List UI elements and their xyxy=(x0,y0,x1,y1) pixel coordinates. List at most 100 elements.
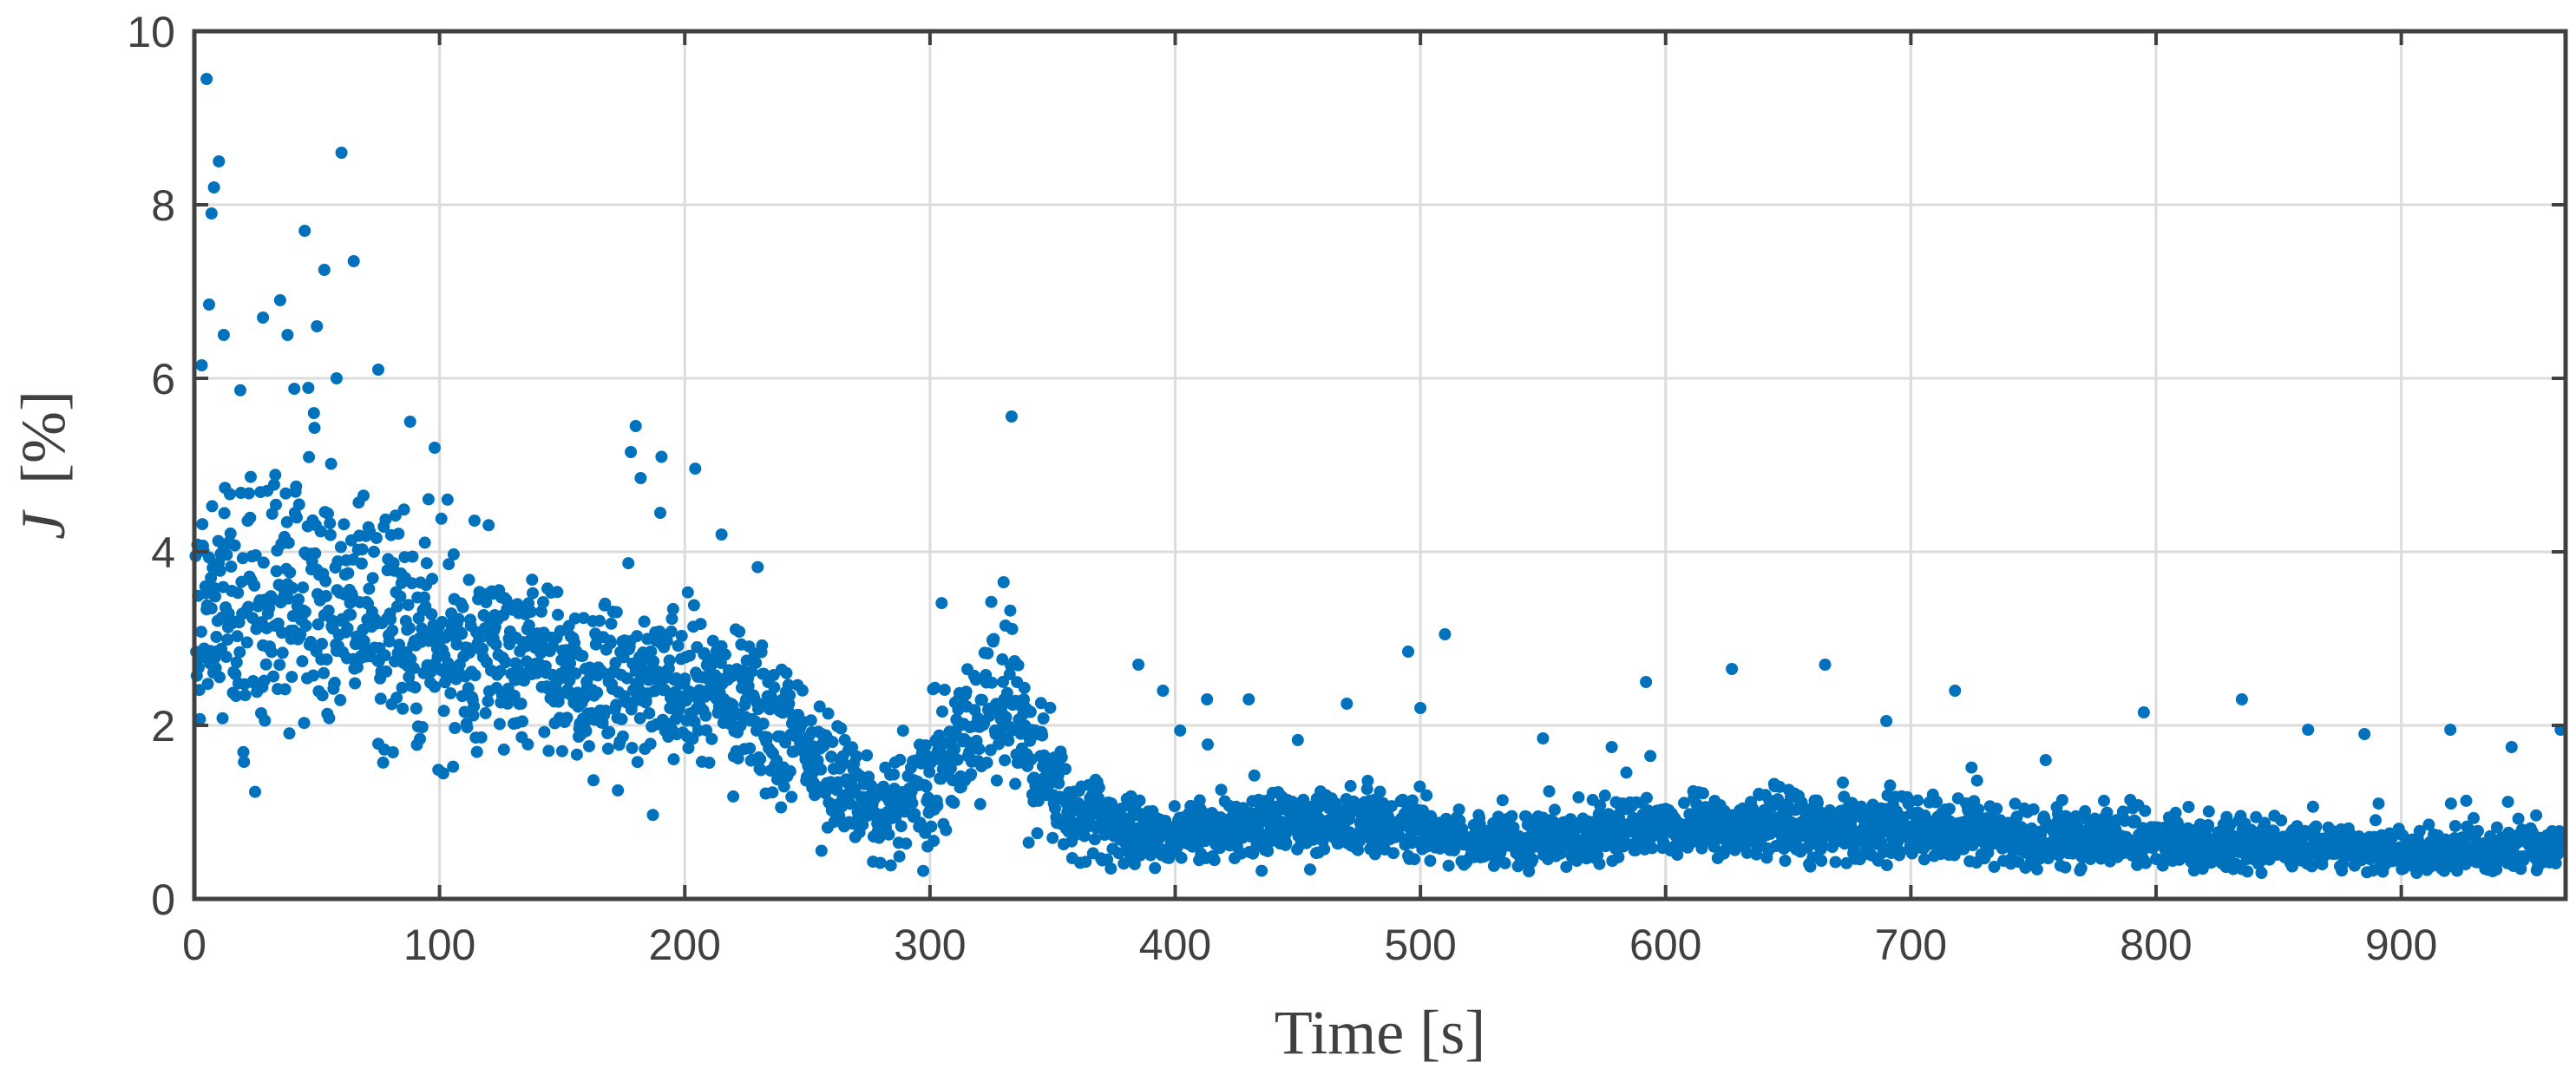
data-point xyxy=(625,446,638,458)
data-point xyxy=(665,613,678,626)
data-point xyxy=(975,693,988,706)
data-point xyxy=(290,480,303,493)
data-point xyxy=(1005,410,1018,423)
data-point xyxy=(552,695,565,708)
data-point xyxy=(689,462,702,475)
data-point xyxy=(620,672,633,685)
data-point xyxy=(534,605,547,618)
x-tick-label: 200 xyxy=(649,921,721,969)
data-point xyxy=(447,760,460,773)
data-point xyxy=(947,797,960,810)
data-point xyxy=(687,599,700,612)
data-point xyxy=(270,565,283,578)
data-point xyxy=(501,697,515,710)
data-point xyxy=(403,621,416,634)
data-point xyxy=(1773,780,1786,793)
data-point xyxy=(1740,846,1753,859)
data-point xyxy=(599,597,612,610)
data-point xyxy=(1949,685,1962,697)
data-point xyxy=(2009,797,2022,810)
data-point xyxy=(324,457,338,470)
data-point xyxy=(229,668,242,681)
data-point xyxy=(406,550,419,563)
data-point xyxy=(1930,795,1943,808)
data-point xyxy=(740,654,753,667)
data-point xyxy=(324,528,337,541)
y-axis-title: J [%] xyxy=(9,390,78,540)
data-point xyxy=(2039,754,2052,766)
data-point xyxy=(1157,685,1170,697)
data-point xyxy=(682,742,695,755)
data-point xyxy=(1678,797,1690,810)
data-point xyxy=(217,329,230,341)
data-point xyxy=(1248,769,1261,782)
data-point xyxy=(1184,799,1197,812)
data-point xyxy=(626,742,639,754)
data-point xyxy=(527,587,539,600)
data-point xyxy=(605,617,618,630)
data-point xyxy=(298,717,311,730)
data-point xyxy=(418,536,431,549)
data-point xyxy=(319,574,332,587)
data-point xyxy=(1498,856,1511,869)
data-point xyxy=(1612,850,1625,863)
data-point xyxy=(646,809,659,822)
data-point xyxy=(234,384,246,397)
data-point xyxy=(699,709,712,722)
data-point xyxy=(1779,855,1792,867)
data-point xyxy=(356,543,369,556)
data-point xyxy=(380,665,393,678)
data-point xyxy=(1344,779,1357,792)
data-point xyxy=(437,705,450,718)
data-point xyxy=(631,630,644,643)
data-point xyxy=(1884,779,1897,792)
data-point xyxy=(751,561,764,574)
data-point xyxy=(923,765,936,778)
data-point xyxy=(279,683,292,696)
data-point xyxy=(1543,785,1556,797)
data-point xyxy=(733,626,746,638)
data-point xyxy=(524,606,537,618)
data-point xyxy=(583,740,595,752)
data-point xyxy=(320,653,333,666)
data-point xyxy=(468,515,481,527)
data-point xyxy=(837,757,850,771)
data-point xyxy=(1572,790,1585,803)
data-point xyxy=(209,590,221,603)
data-point xyxy=(355,557,368,570)
data-point xyxy=(213,155,226,167)
data-point xyxy=(804,714,817,727)
data-point xyxy=(683,649,696,662)
data-point xyxy=(612,784,625,797)
data-point xyxy=(207,181,220,193)
data-point xyxy=(1385,800,1398,813)
data-point xyxy=(270,498,282,511)
data-point xyxy=(311,618,324,631)
data-point xyxy=(272,617,285,630)
data-point xyxy=(265,646,278,659)
data-point xyxy=(259,714,272,727)
data-point xyxy=(538,725,551,738)
data-point xyxy=(2235,693,2248,705)
data-point xyxy=(303,450,316,463)
data-point xyxy=(1361,774,1374,787)
data-point xyxy=(281,329,294,341)
data-point xyxy=(654,507,666,519)
data-point xyxy=(900,837,913,850)
data-point xyxy=(895,820,908,833)
data-point xyxy=(1408,853,1421,866)
data-point xyxy=(259,658,272,671)
y-axis-unit: [%] xyxy=(9,390,78,484)
y-tick-label: 8 xyxy=(151,181,175,230)
x-axis-tick-labels: 0 100 200 300 400 500 600 700 800 900 xyxy=(182,921,2437,969)
data-point xyxy=(203,298,215,311)
data-point xyxy=(409,681,422,694)
data-point xyxy=(631,756,644,769)
data-point xyxy=(403,416,416,428)
data-point xyxy=(494,665,507,678)
data-point xyxy=(1318,843,1331,856)
data-point xyxy=(665,625,678,638)
y-axis-symbol: J xyxy=(9,509,78,540)
data-point xyxy=(700,724,712,737)
